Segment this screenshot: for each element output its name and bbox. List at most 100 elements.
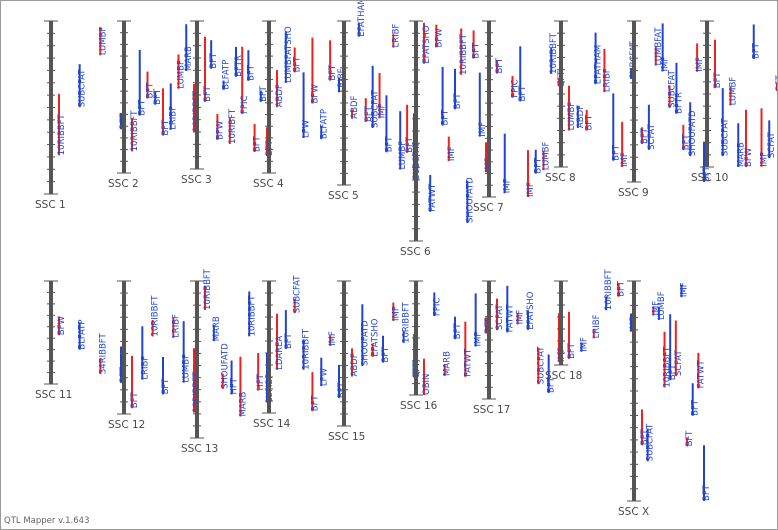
chromosome-bar[interactable] xyxy=(487,21,491,197)
qtl-label[interactable]: BFTR xyxy=(674,92,684,114)
qtl-label[interactable]: BFT xyxy=(203,85,213,102)
qtl-label[interactable]: FPIC xyxy=(240,95,250,114)
qtl-label[interactable]: MARB xyxy=(238,391,248,416)
qtl-label[interactable]: BFT xyxy=(640,127,650,144)
qtl-label[interactable]: ABDF xyxy=(576,105,586,128)
qtl-label[interactable]: BFT xyxy=(640,429,650,446)
qtl-label[interactable]: BFT xyxy=(153,88,163,105)
qtl-label[interactable]: 10RIBBFT xyxy=(549,32,559,74)
qtl-label[interactable]: SUBCFAT xyxy=(78,69,88,107)
qtl-label[interactable]: BFT xyxy=(713,72,723,89)
chromosome-bar[interactable] xyxy=(49,281,53,384)
qtl-label[interactable]: 10RIBBFT xyxy=(247,295,257,337)
qtl-label[interactable]: BFT xyxy=(259,85,269,102)
qtl-label[interactable]: IMF xyxy=(447,146,457,161)
qtl-label[interactable]: LRIBF xyxy=(602,68,612,92)
qtl-label[interactable]: LRIBF xyxy=(592,314,602,338)
qtl-label[interactable]: 10RIBBFT xyxy=(203,268,213,310)
qtl-label[interactable]: LFW xyxy=(319,367,329,386)
qtl-label[interactable]: BFT xyxy=(293,56,303,73)
qtl-label[interactable]: SHOUFATD xyxy=(465,177,475,223)
qtl-label[interactable]: LFW xyxy=(302,119,312,138)
qtl-label[interactable]: IMF xyxy=(651,301,661,316)
qtl-label[interactable]: BFT xyxy=(617,280,627,297)
chromosome-bar[interactable] xyxy=(122,281,126,414)
qtl-label[interactable]: LUMBF xyxy=(177,60,187,89)
qtl-label[interactable]: MARB xyxy=(443,351,453,376)
qtl-label[interactable]: BFT xyxy=(681,134,691,151)
qtl-label[interactable]: LUMBF xyxy=(398,141,408,170)
qtl-label[interactable]: BFT xyxy=(161,378,171,395)
qtl-label[interactable]: BLFATP xyxy=(222,60,232,90)
qtl-label[interactable]: EFATHAM xyxy=(357,1,367,37)
qtl-label[interactable]: EFATSHO xyxy=(526,291,536,330)
qtl-label[interactable]: ABDF xyxy=(350,96,360,119)
qtl-label[interactable]: BFT xyxy=(775,74,777,91)
qtl-label[interactable]: BFT xyxy=(702,484,712,501)
qtl-label[interactable]: BFT xyxy=(453,93,463,110)
qtl-label[interactable]: SCFAT xyxy=(674,350,684,377)
qtl-label[interactable]: SCFAT xyxy=(767,132,777,159)
qtl-label[interactable]: BFT xyxy=(310,395,320,412)
qtl-label[interactable]: LUMBF xyxy=(657,291,667,320)
qtl-label[interactable]: BFT xyxy=(364,105,374,122)
qtl-label[interactable]: IMF xyxy=(760,152,770,167)
qtl-label[interactable]: LUMBFATSHO xyxy=(284,26,294,83)
qtl-label[interactable]: LUMBF xyxy=(98,27,108,56)
qtl-label[interactable]: BFT xyxy=(567,342,577,359)
qtl-label[interactable]: IMF xyxy=(478,122,488,137)
qtl-label[interactable]: IMF xyxy=(378,103,388,118)
qtl-label[interactable]: SHOUFATD xyxy=(688,110,698,156)
qtl-label[interactable]: BFT xyxy=(685,430,695,447)
qtl-label[interactable]: BFT xyxy=(585,114,595,131)
qtl-label[interactable]: IMF xyxy=(391,306,401,321)
qtl-label[interactable]: BFT xyxy=(384,136,394,153)
qtl-label[interactable]: 10RIBBFT xyxy=(130,110,140,152)
qtl-label[interactable]: 10RIBBFT xyxy=(459,33,469,75)
qtl-label[interactable]: BFT xyxy=(691,399,701,416)
qtl-label[interactable]: IMF xyxy=(474,332,484,347)
qtl-label[interactable]: SUBCFAT xyxy=(721,118,731,156)
chromosome-bar[interactable] xyxy=(267,21,271,173)
qtl-label[interactable]: BFT xyxy=(547,376,557,393)
qtl-label[interactable]: IMF xyxy=(679,282,689,297)
qtl-label[interactable]: BFT xyxy=(253,135,263,152)
qtl-label[interactable]: FATWT xyxy=(463,348,473,377)
qtl-label[interactable]: LUMBF xyxy=(729,77,739,106)
qtl-label[interactable]: BFW xyxy=(215,120,225,140)
qtl-label[interactable]: BFW xyxy=(310,84,320,104)
qtl-label[interactable]: EFATSHO xyxy=(371,318,381,357)
qtl-label[interactable]: BFT xyxy=(472,42,482,59)
qtl-label[interactable]: SHOUFATD xyxy=(360,320,370,366)
qtl-label[interactable]: 10RIBBFT xyxy=(151,295,161,337)
qtl-label[interactable]: 10RIBBFT xyxy=(402,301,412,343)
qtl-label[interactable]: BFT xyxy=(246,64,256,81)
qtl-label[interactable]: SUBCFAT xyxy=(646,423,656,461)
qtl-label[interactable]: MARB xyxy=(212,316,222,341)
qtl-label[interactable]: BFT xyxy=(495,57,505,74)
qtl-label[interactable]: FATWT xyxy=(696,360,706,389)
qtl-label[interactable]: LRIBF xyxy=(391,24,401,48)
qtl-label[interactable]: IMF xyxy=(695,57,705,72)
qtl-label[interactable]: BLFATP xyxy=(78,320,88,350)
qtl-label[interactable]: BFT xyxy=(138,99,148,116)
qtl-label[interactable]: 10RIBBFT xyxy=(604,269,614,311)
qtl-label[interactable]: HFT xyxy=(230,377,240,394)
qtl-label[interactable]: SUBCFAT xyxy=(668,69,678,107)
qtl-label[interactable]: IMF xyxy=(328,331,338,346)
qtl-label[interactable]: FPIC xyxy=(432,298,442,317)
qtl-label[interactable]: SUBCFAT xyxy=(371,89,381,127)
qtl-label[interactable]: BFT xyxy=(702,165,712,182)
qtl-label[interactable]: BFT xyxy=(611,144,621,161)
qtl-label[interactable]: BFT xyxy=(518,85,528,102)
qtl-label[interactable]: IMF xyxy=(516,310,526,325)
qtl-label[interactable]: BFW xyxy=(57,316,67,336)
qtl-label[interactable]: IMF xyxy=(661,57,671,72)
qtl-label[interactable]: SCFAT xyxy=(495,304,505,331)
qtl-label[interactable]: HFT xyxy=(256,373,266,390)
qtl-label[interactable]: BFT xyxy=(161,119,171,136)
qtl-label[interactable]: EFATSHO xyxy=(422,25,432,64)
qtl-label[interactable]: BFT xyxy=(209,52,219,69)
chromosome-bar[interactable] xyxy=(559,281,563,365)
qtl-label[interactable]: FATWT xyxy=(505,304,515,333)
